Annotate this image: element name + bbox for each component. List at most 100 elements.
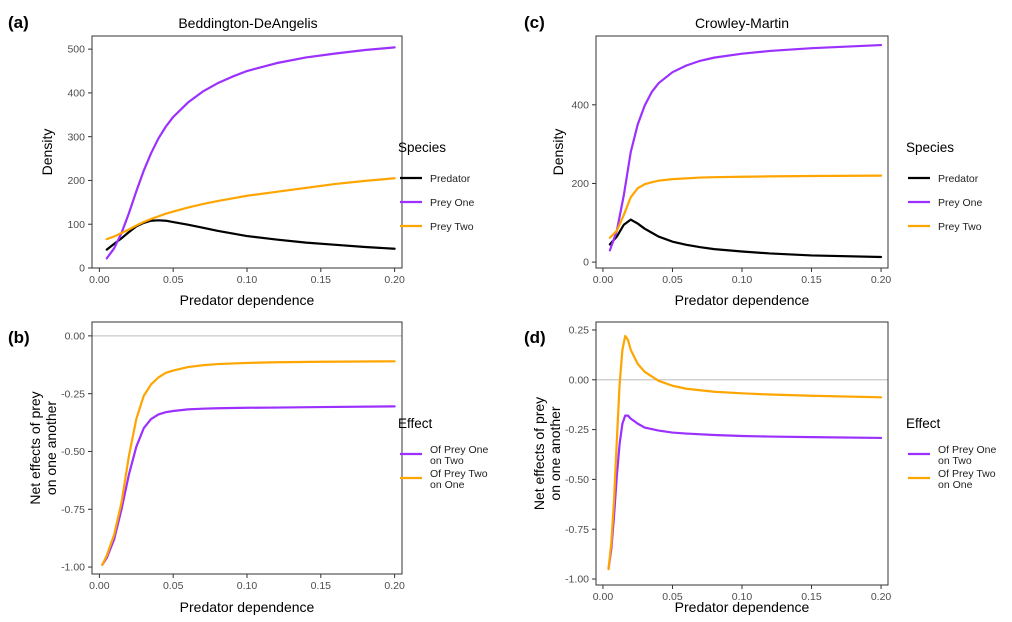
y-tick-label: -0.25 xyxy=(61,388,85,400)
x-axis-label: Predator dependence xyxy=(180,292,315,308)
y-tick-label: -0.75 xyxy=(61,504,85,516)
y-axis-label-line: Net effects of prey xyxy=(27,391,43,504)
y-tick-label: -1.00 xyxy=(565,574,589,586)
x-tick-label: 0.10 xyxy=(237,274,258,286)
y-tick-label: 500 xyxy=(67,44,85,56)
legend-label-line: on Two xyxy=(938,455,972,467)
legend-label-line: Of Prey One xyxy=(430,444,489,456)
y-tick-label: -0.50 xyxy=(565,474,589,486)
legend-label: Predator xyxy=(430,173,471,185)
y-tick-label: 400 xyxy=(67,88,85,100)
x-tick-label: 0.20 xyxy=(871,591,892,603)
x-tick-label: 0.00 xyxy=(89,580,110,592)
x-tick-label: 0.10 xyxy=(732,591,753,603)
x-tick-label: 0.15 xyxy=(801,591,822,603)
y-tick-label: -0.75 xyxy=(565,524,589,536)
chart-panel-c: (c) Crowley-Martin 0.00 0.05 0.10 0.15 0.20 0 20… xyxy=(524,13,983,308)
y-tick-label: 100 xyxy=(67,219,85,231)
series-line-of-prey-one-on-two xyxy=(101,405,396,566)
panel-letter: (d) xyxy=(524,328,546,347)
legend-label-line: Of Prey Two xyxy=(430,468,488,480)
legend-label-line: Of Prey Two xyxy=(938,468,996,480)
legend-label-line: Of Prey One xyxy=(938,444,997,456)
legend-label-line: on Two xyxy=(430,455,464,467)
panel-letter: (a) xyxy=(8,13,29,32)
x-tick-label: 0.00 xyxy=(593,591,614,603)
x-axis-label: Predator dependence xyxy=(675,292,810,308)
plot-frame xyxy=(595,35,889,269)
series-line-prey-one xyxy=(105,46,396,260)
x-tick-label: 0.05 xyxy=(163,580,184,592)
legend-title: Effect xyxy=(398,416,433,431)
y-tick-label: 0 xyxy=(79,263,85,275)
y-tick-label: 0.25 xyxy=(569,325,590,337)
x-tick-label: 0.20 xyxy=(871,274,892,286)
panel-letter: (b) xyxy=(8,328,30,347)
legend-label: Prey Two xyxy=(430,221,474,233)
y-axis-label: Net effects of preyon one another xyxy=(531,397,563,510)
x-tick-label: 0.00 xyxy=(89,274,110,286)
legend-label-line: on One xyxy=(430,479,465,491)
series-line-prey-two xyxy=(105,177,396,241)
x-axis-label: Predator dependence xyxy=(675,599,810,615)
x-tick-label: 0.20 xyxy=(384,274,405,286)
y-axis-label-line: on one another xyxy=(43,401,59,496)
legend-title: Species xyxy=(906,140,954,155)
chart-panel-d: (d) 0.00 0.05 0.10 0.15 0.20 0.25 0.00 -0.25 -0.5… xyxy=(524,321,997,615)
series-line-predator xyxy=(105,219,396,251)
legend-label: Prey One xyxy=(938,197,983,209)
x-tick-label: 0.05 xyxy=(163,274,184,286)
legend-label: Prey Two xyxy=(938,221,982,233)
series-line-of-prey-one-on-two xyxy=(607,414,883,571)
series-line-predator xyxy=(608,218,883,259)
x-tick-label: 0.15 xyxy=(311,580,332,592)
y-tick-label: -0.50 xyxy=(61,446,85,458)
series-line-prey-two xyxy=(608,174,883,239)
y-axis-label: Net effects of preyon one another xyxy=(27,391,59,504)
legend-label: Of Prey One on Two xyxy=(938,444,997,467)
y-tick-label: 300 xyxy=(67,131,85,143)
x-tick-label: 0.05 xyxy=(662,591,683,603)
legend-label: Prey One xyxy=(430,197,475,209)
legend-label: Predator xyxy=(938,173,979,185)
y-tick-label: 0 xyxy=(583,257,589,269)
x-tick-label: 0.10 xyxy=(237,580,258,592)
x-tick-label: 0.10 xyxy=(732,274,753,286)
x-tick-label: 0.00 xyxy=(593,274,614,286)
legend-label: Of Prey One on Two xyxy=(430,444,489,467)
y-tick-label: -0.25 xyxy=(565,424,589,436)
chart-panel-b: (b) 0.00 0.05 0.10 0.15 0.20 0.00 -0.25 -0.50 -0.… xyxy=(8,321,489,615)
x-tick-label: 0.15 xyxy=(801,274,822,286)
x-axis-label: Predator dependence xyxy=(180,599,315,615)
chart-panel-a: (a) Beddington-DeAngelis 0.00 0.05 0.10 0.15 0… xyxy=(8,13,475,308)
legend-label: Of Prey Two on One xyxy=(430,468,488,491)
legend: Species Predator Prey One Prey Two xyxy=(906,140,983,233)
legend-title: Effect xyxy=(906,416,941,431)
y-axis-label-line: Net effects of prey xyxy=(531,397,547,510)
y-axis-label: Density xyxy=(550,129,566,176)
series-line-of-prey-two-on-one xyxy=(607,334,883,571)
series-line-of-prey-two-on-one xyxy=(101,360,396,566)
y-tick-label: 400 xyxy=(571,99,589,111)
plot-frame xyxy=(595,321,889,586)
y-tick-label: 0.00 xyxy=(569,374,590,386)
panel-letter: (c) xyxy=(524,13,545,32)
legend-label-line: on One xyxy=(938,479,973,491)
y-axis-label: Density xyxy=(39,129,55,176)
y-tick-label: 0.00 xyxy=(65,330,86,342)
y-axis-label-line: on one another xyxy=(547,406,563,501)
chart-title: Crowley-Martin xyxy=(695,15,789,31)
legend-title: Species xyxy=(398,140,446,155)
plot-frame xyxy=(91,321,403,575)
x-tick-label: 0.15 xyxy=(311,274,332,286)
legend: Species Predator Prey One Prey Two xyxy=(398,140,475,233)
legend-label: Of Prey Two on One xyxy=(938,468,996,491)
x-tick-label: 0.20 xyxy=(384,580,405,592)
y-tick-label: 200 xyxy=(67,175,85,187)
chart-title: Beddington-DeAngelis xyxy=(178,15,317,31)
series-line-prey-one xyxy=(608,43,883,252)
y-tick-label: 200 xyxy=(571,178,589,190)
